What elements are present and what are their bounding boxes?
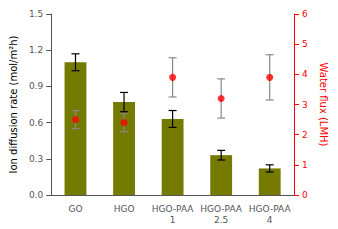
svg-text:4: 4: [267, 215, 273, 225]
svg-text:5: 5: [302, 39, 308, 49]
svg-text:2.5: 2.5: [214, 215, 228, 225]
svg-text:1.5: 1.5: [29, 9, 43, 19]
svg-text:1.2: 1.2: [29, 45, 43, 55]
svg-text:Ion diffusion rate (mol/m²h): Ion diffusion rate (mol/m²h): [8, 35, 19, 173]
svg-text:GO: GO: [68, 204, 82, 214]
svg-text:0.9: 0.9: [29, 81, 44, 91]
svg-text:HGO-PAA: HGO-PAA: [152, 204, 195, 214]
svg-text:HGO: HGO: [114, 204, 135, 214]
svg-text:6: 6: [302, 9, 308, 19]
svg-text:0.3: 0.3: [29, 154, 43, 164]
svg-text:0: 0: [302, 190, 308, 200]
svg-text:HGO-PAA: HGO-PAA: [200, 204, 243, 214]
svg-text:1: 1: [302, 160, 308, 170]
svg-text:1: 1: [170, 215, 176, 225]
svg-text:2: 2: [302, 130, 308, 140]
svg-text:0.0: 0.0: [29, 190, 44, 200]
svg-text:HGO-PAA: HGO-PAA: [249, 204, 292, 214]
svg-text:3: 3: [302, 100, 308, 110]
svg-text:0.6: 0.6: [29, 118, 44, 128]
svg-text:4: 4: [302, 69, 308, 79]
svg-text:Water flux (LMH): Water flux (LMH): [318, 63, 329, 147]
